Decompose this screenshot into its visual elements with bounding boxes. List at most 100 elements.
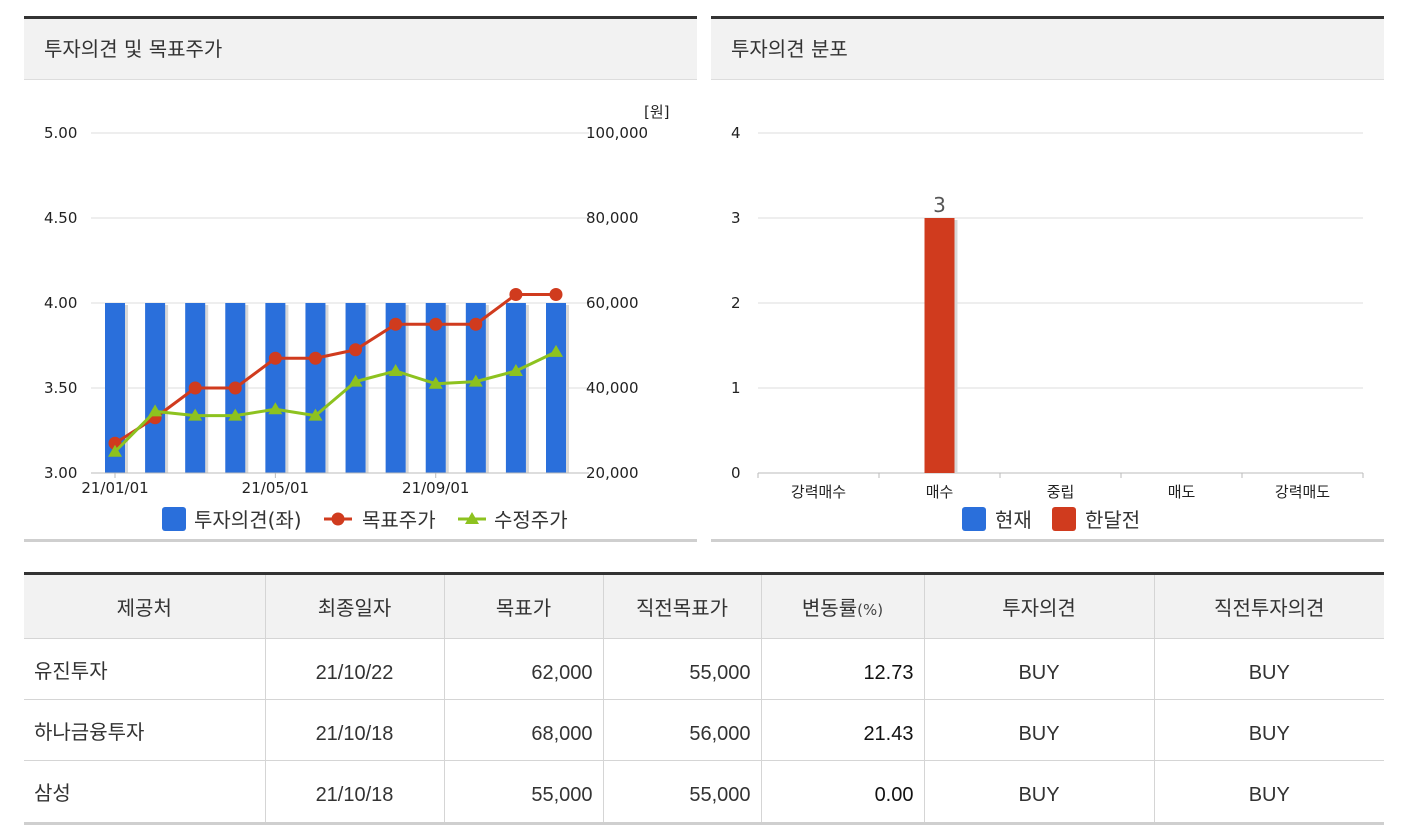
header-last-date: 최종일자 <box>264 575 444 639</box>
x-axis-tick: 21/09/01 <box>402 479 469 497</box>
series-point <box>428 376 443 389</box>
legend-label: 한달전 <box>1085 508 1140 532</box>
category-label: 중립 <box>1047 483 1075 501</box>
cell-change-rate: 0.00 <box>760 760 924 822</box>
series-point <box>468 374 483 387</box>
cell-prev-opinion: BUY <box>1153 699 1384 761</box>
series-point <box>228 381 242 395</box>
series-point <box>549 288 563 301</box>
panel-title: 투자의견 및 목표주가 <box>24 19 697 80</box>
left-axis-tick: 4.00 <box>44 294 77 312</box>
right-axis-tick: 40,000 <box>586 379 639 397</box>
opinion-bar <box>465 303 486 473</box>
opinion-target-price-chart: 5.00 4.50 4.00 3.50 3.00 100,000 80,000 60,000 4… <box>44 103 670 532</box>
header-change-rate-unit: (%) <box>857 601 884 619</box>
left-axis-tick: 3.00 <box>44 464 77 482</box>
cell-target-price: 62,000 <box>443 638 603 700</box>
series-point <box>389 317 403 331</box>
series-point <box>469 317 483 331</box>
consensus-table-wrap: 제공처 최종일자 목표가 직전목표가 변동률(%) 투자의견 직전투자의견 유진… <box>24 572 1384 825</box>
header-provider: 제공처 <box>24 575 265 639</box>
series-point <box>308 408 323 421</box>
cell-last-date: 21/10/18 <box>264 760 444 822</box>
left-axis-tick: 5.00 <box>44 124 77 142</box>
opinion-bar <box>505 303 526 473</box>
left-axis-tick: 4.50 <box>44 209 77 227</box>
series-point <box>148 404 163 417</box>
series-point <box>509 288 523 301</box>
category-label: 강력매도 <box>1275 483 1330 501</box>
right-axis-tick: 20,000 <box>586 464 639 482</box>
legend-label: 수정주가 <box>494 508 568 532</box>
distribution-bar <box>924 218 955 473</box>
right-axis-tick: 100,000 <box>586 124 648 142</box>
opinion-bar <box>546 303 566 473</box>
series-point <box>108 444 122 457</box>
cell-last-date: 21/10/22 <box>264 638 444 700</box>
legend-marker <box>465 512 479 524</box>
header-opinion: 투자의견 <box>923 575 1154 639</box>
table-row: 삼성 21/10/18 55,000 55,000 0.00 BUY BUY <box>24 760 1384 822</box>
legend-label: 투자의견(좌) <box>194 508 302 532</box>
series-point <box>549 344 563 357</box>
legend-label: 목표주가 <box>362 508 436 532</box>
right-axis-unit: [원] <box>644 103 670 121</box>
panel-title: 투자의견 분포 <box>711 19 1384 80</box>
cell-opinion: BUY <box>923 699 1154 761</box>
y-axis-tick: 3 <box>731 209 741 227</box>
series-line <box>114 293 556 445</box>
cell-change-rate: 21.43 <box>760 699 924 761</box>
cell-opinion: BUY <box>923 760 1154 822</box>
y-axis-tick: 4 <box>731 124 741 142</box>
header-prev-opinion: 직전투자의견 <box>1153 575 1384 639</box>
series-point <box>508 364 523 376</box>
series-point <box>268 351 282 365</box>
header-change-rate: 변동률(%) <box>760 575 924 639</box>
bar-data-label: 3 <box>933 193 946 217</box>
opinion-bar <box>265 303 286 473</box>
x-axis-tick: 21/05/01 <box>242 479 309 497</box>
right-axis-tick: 80,000 <box>586 209 639 227</box>
series-point <box>349 343 363 357</box>
category-label: 강력매수 <box>791 483 846 501</box>
legend-swatch <box>162 507 186 531</box>
left-axis-tick: 3.50 <box>44 379 77 397</box>
series-point <box>268 402 283 415</box>
table-row: 하나금융투자 21/10/18 68,000 56,000 21.43 BUY … <box>24 699 1384 761</box>
opinion-target-price-panel: 투자의견 및 목표주가 5.00 4.50 4.00 3.50 3.00 100,000 8… <box>24 16 697 542</box>
header-change-rate-label: 변동률 <box>801 596 858 620</box>
series-point <box>188 408 203 421</box>
opinion-bar <box>145 303 166 473</box>
category-label: 매도 <box>1168 483 1196 501</box>
cell-prev-opinion: BUY <box>1153 760 1384 822</box>
series-point <box>308 351 322 365</box>
cell-prev-target-price: 56,000 <box>602 699 761 761</box>
right-axis-tick: 60,000 <box>586 294 639 312</box>
legend-marker <box>331 512 345 526</box>
x-axis-tick: 21/01/01 <box>81 479 148 497</box>
series-point <box>228 408 243 421</box>
cell-last-date: 21/10/18 <box>264 699 444 761</box>
table-row: 유진투자 21/10/22 62,000 55,000 12.73 BUY BU… <box>24 638 1384 700</box>
y-axis-tick: 2 <box>731 294 741 312</box>
cell-opinion: BUY <box>923 638 1154 700</box>
cell-prev-target-price: 55,000 <box>602 638 761 700</box>
cell-change-rate: 12.73 <box>760 638 924 700</box>
series-line <box>113 350 557 453</box>
series-point <box>348 374 363 387</box>
category-label: 매수 <box>926 483 954 501</box>
opinion-bar <box>385 303 406 473</box>
cell-prev-target-price: 55,000 <box>602 760 761 822</box>
header-target-price: 목표가 <box>443 575 603 639</box>
cell-target-price: 55,000 <box>443 760 603 822</box>
opinion-bar <box>305 303 326 473</box>
consensus-table: 제공처 최종일자 목표가 직전목표가 변동률(%) 투자의견 직전투자의견 유진… <box>24 575 1384 822</box>
series-point <box>429 317 443 331</box>
legend-swatch <box>962 507 986 531</box>
y-axis-tick: 1 <box>731 379 741 397</box>
y-axis-tick: 0 <box>731 464 741 482</box>
cell-provider: 삼성 <box>24 760 265 822</box>
header-prev-target-price: 직전목표가 <box>602 575 761 639</box>
cell-target-price: 68,000 <box>443 699 603 761</box>
series-point <box>388 364 403 376</box>
